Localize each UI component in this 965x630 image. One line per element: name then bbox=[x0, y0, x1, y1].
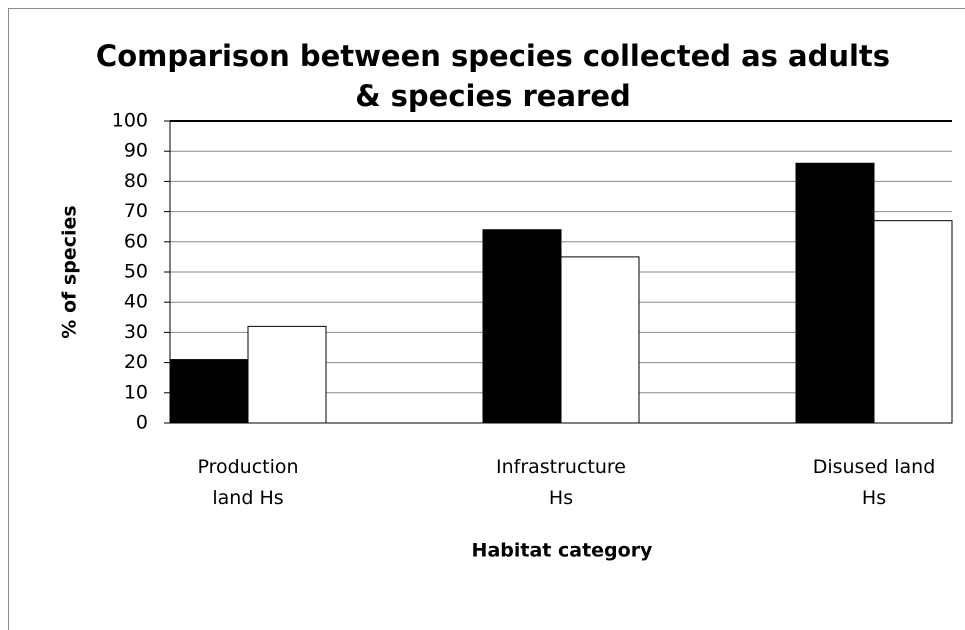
frame bbox=[8, 8, 965, 630]
bar bbox=[482, 229, 562, 424]
x-tick-label: Production land Hs bbox=[197, 456, 298, 509]
y-tick-label: 90 bbox=[124, 140, 148, 162]
y-tick-label: 80 bbox=[124, 170, 148, 192]
y-tick-label: 60 bbox=[124, 230, 148, 252]
y-tick-label: 100 bbox=[112, 110, 148, 132]
y-tick-label: 10 bbox=[124, 381, 148, 403]
chart-title: Comparison between species collected as … bbox=[96, 39, 890, 113]
y-tick-label: 50 bbox=[124, 261, 148, 283]
y-axis-title: % of species bbox=[59, 205, 81, 338]
bar bbox=[795, 162, 875, 424]
y-tick-label: 30 bbox=[124, 321, 148, 343]
y-tick-label: 40 bbox=[124, 291, 148, 313]
y-tick-label: 70 bbox=[124, 200, 148, 222]
bar bbox=[560, 256, 640, 424]
x-tick-label: Infrastructure Hs bbox=[496, 456, 626, 509]
bar bbox=[169, 359, 249, 424]
bar bbox=[873, 220, 953, 424]
x-axis-title: Habitat category bbox=[472, 540, 654, 562]
bar bbox=[247, 325, 327, 424]
y-tick-label: 20 bbox=[124, 351, 148, 373]
y-tick-label: 0 bbox=[136, 412, 148, 434]
x-tick-label: Disused land Hs bbox=[813, 456, 936, 509]
